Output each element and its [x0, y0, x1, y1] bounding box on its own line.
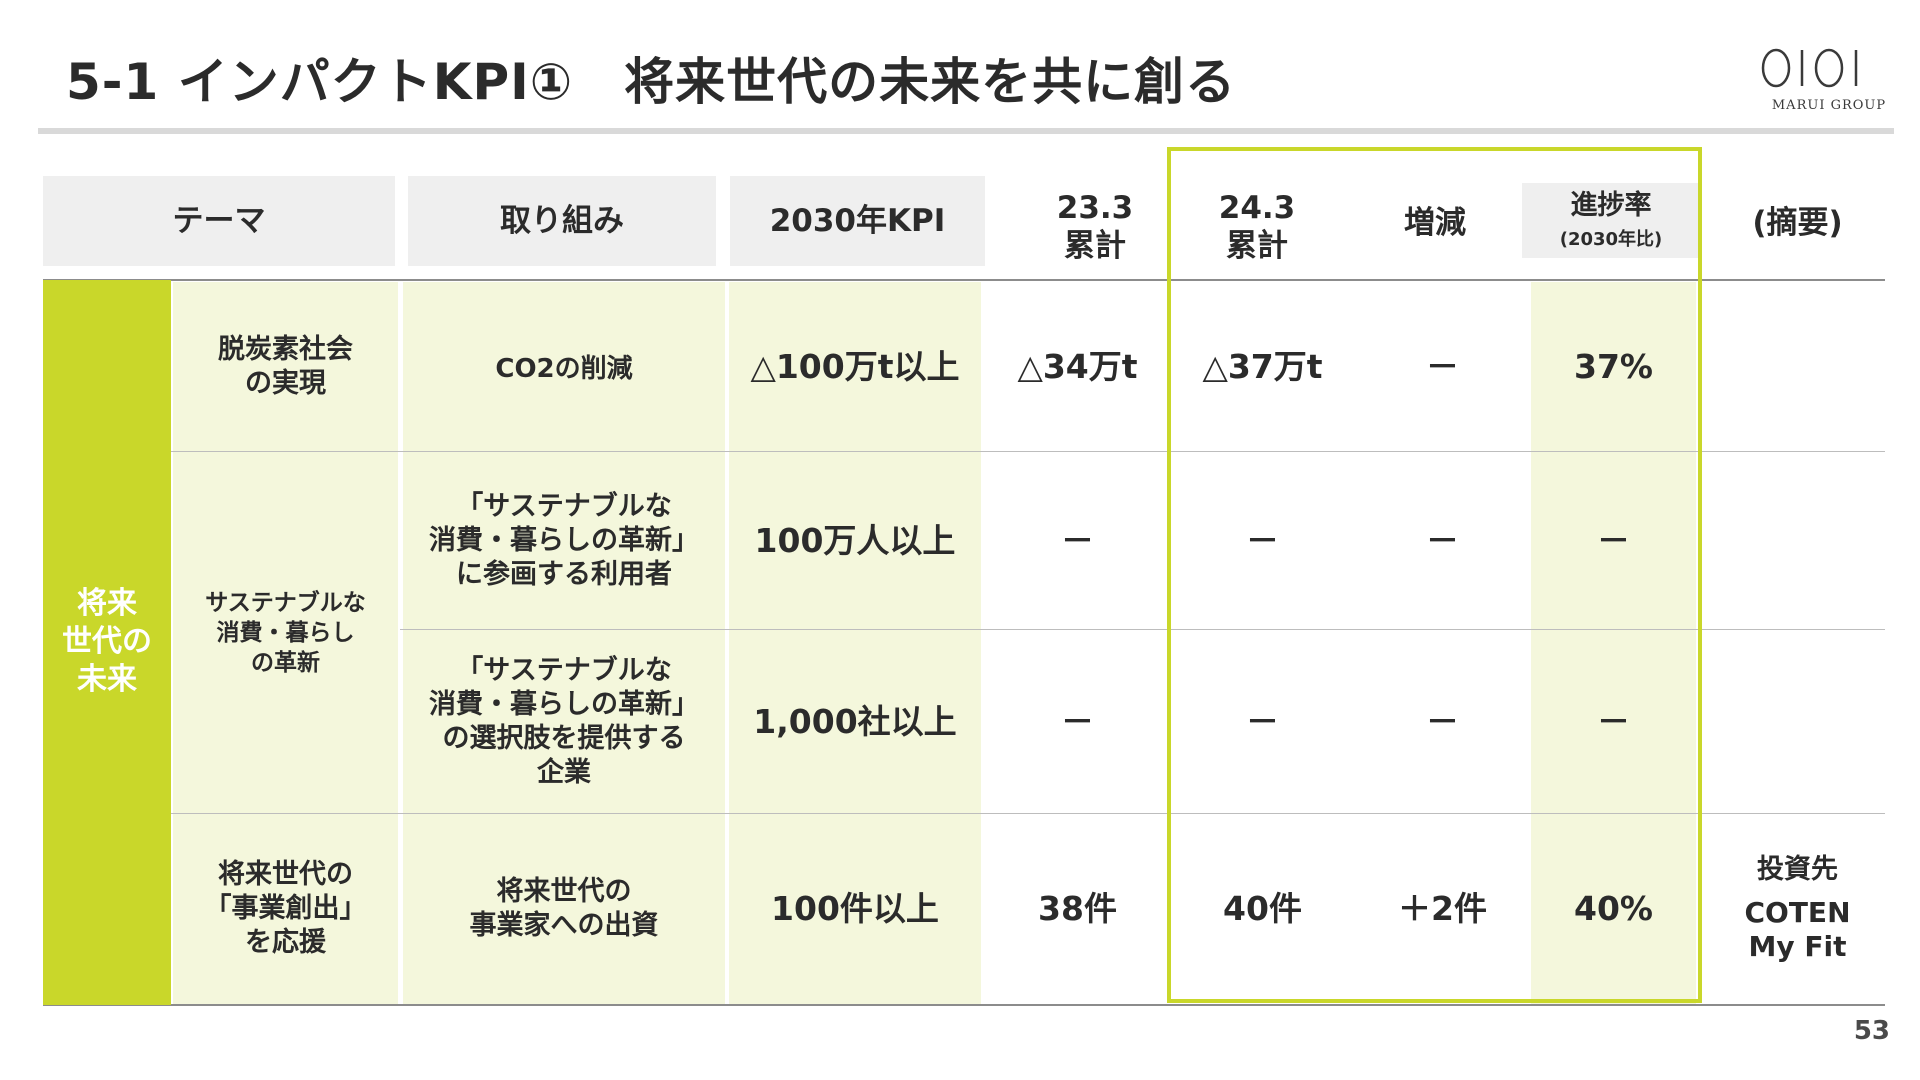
row1-cum-23-3: △34万t	[1017, 346, 1138, 386]
row3-kpi: 1,000社以上	[753, 701, 957, 741]
row-divider-2	[400, 629, 1885, 630]
kpi-column-fill	[729, 282, 981, 1004]
row1-kpi: △100万t以上	[750, 346, 960, 386]
row2-change: －	[1426, 520, 1459, 560]
row4-initiative: 将来世代の 事業家への出資	[469, 876, 659, 941]
theme-column-fill	[173, 282, 398, 1004]
page-number: 53	[1853, 1016, 1890, 1046]
row4-change: ＋2件	[1398, 889, 1487, 928]
row4-cum-24-3: 40件	[1223, 889, 1302, 928]
row2-cum-23-3: －	[1061, 520, 1094, 560]
header-bottom-rule	[43, 279, 1885, 281]
row2-cum-24-3: －	[1246, 520, 1279, 560]
row2-initiative: 「サステナブルな 消費・暮らしの革新」 に参画する利用者	[429, 490, 699, 590]
header-initiative: 取り組み	[500, 203, 624, 239]
category-label: 将来 世代の 未来	[62, 586, 152, 697]
row1-cum-24-3: △37万t	[1202, 346, 1323, 386]
header-change: 増減	[1404, 205, 1466, 241]
header-cell-kpi-bg	[730, 176, 985, 266]
header-cum-23-3: 23.3 累計	[1056, 190, 1134, 264]
row3-change: －	[1426, 701, 1459, 741]
row-divider-3	[43, 813, 1885, 814]
page-title: 5-1 インパクトKPI① 将来世代の未来を共に創る	[66, 53, 1237, 111]
theme-sustainable-consumption: サステナブルな 消費・暮らし の革新	[205, 589, 366, 676]
row1-progress: 37%	[1574, 346, 1653, 386]
row3-initiative: 「サステナブルな 消費・暮らしの革新」 の選択肢を提供する 企業	[429, 654, 699, 788]
row4-summary-label: 投資先	[1757, 853, 1838, 885]
header-cum-24-3: 24.3 累計	[1218, 190, 1296, 264]
theme-business-creation: 将来世代の 「事業創出」 を応援	[204, 859, 367, 958]
table-bottom-rule	[43, 1004, 1885, 1006]
header-cell-progress-bg	[1522, 183, 1700, 258]
header-cell-theme-bg	[43, 176, 395, 266]
row4-cum-23-3: 38件	[1038, 889, 1117, 928]
header-progress-sub: (2030年比)	[1559, 229, 1663, 250]
header-summary: (摘要)	[1752, 205, 1843, 241]
header-cell-initiative-bg	[408, 176, 716, 266]
row3-cum-23-3: －	[1061, 701, 1094, 741]
initiative-column-fill	[403, 282, 725, 1004]
category-band	[43, 280, 171, 1005]
row4-progress: 40%	[1574, 889, 1653, 928]
row3-cum-24-3: －	[1246, 701, 1279, 741]
marui-logo-icon	[1761, 48, 1858, 88]
highlight-frame	[1167, 147, 1702, 1003]
row-divider-1	[43, 451, 1885, 452]
row4-kpi: 100件以上	[771, 889, 939, 928]
row1-initiative: CO2の削減	[495, 354, 633, 384]
header-progress: 進捗率	[1570, 190, 1652, 221]
row1-change: －	[1426, 346, 1459, 386]
row3-progress: －	[1597, 701, 1630, 741]
row4-summary: COTEN My Fit	[1744, 896, 1851, 963]
row2-kpi: 100万人以上	[754, 520, 956, 560]
header-theme: テーマ	[172, 203, 266, 239]
logo-wordmark: MARUI GROUP	[1771, 98, 1887, 113]
row2-progress: －	[1597, 520, 1630, 560]
header-kpi-2030: 2030年KPI	[769, 203, 946, 239]
theme-decarbonization: 脱炭素社会 の実現	[218, 333, 353, 399]
progress-column-fill	[1531, 282, 1696, 1004]
title-divider	[38, 128, 1894, 134]
